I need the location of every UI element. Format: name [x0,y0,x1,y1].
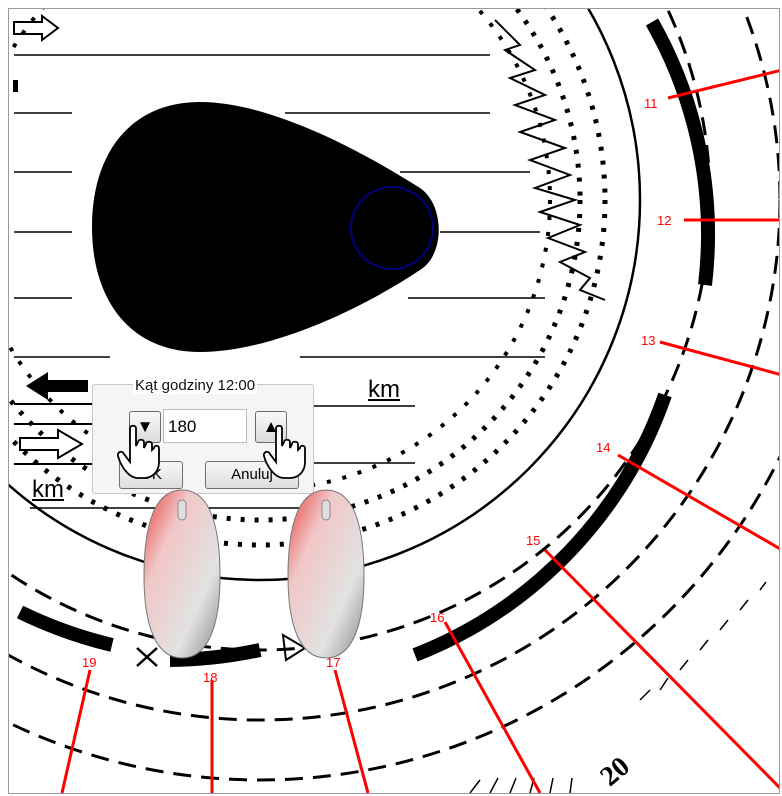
hand-cursor-icon [116,424,160,479]
x-mark [136,647,158,667]
tick-band [469,581,767,793]
arrow-left-filled-icon [14,372,92,405]
arrow-right-small-icon [13,14,60,42]
hour-lines [60,69,779,793]
speed-trace [494,19,606,301]
dial-number-20: 20 [595,751,636,793]
hub-marker-circle [350,186,434,270]
mouse-icon [287,489,365,659]
hour-label-18: 18 [203,670,217,685]
hour-label-17: 17 [326,655,340,670]
dialog-title: Kąt godziny 12:00 [133,377,258,394]
hour-label-11: 11 [644,96,658,111]
arrow-right-outline-icon [14,423,92,465]
activity-bars [16,18,716,667]
mouse-icon [143,489,221,659]
angle-input[interactable]: 180 [163,409,247,443]
hour-label-14: 14 [596,440,610,455]
hour-label-16: 16 [430,610,444,625]
canvas-frame [8,8,780,794]
hour-label-19: 19 [82,655,96,670]
km-label-right: km [368,376,400,403]
teardrop-shape [92,102,439,352]
guide-lines [14,54,545,509]
hour-label-13: 13 [641,333,655,348]
triangle-mark [281,633,307,662]
km-label-left: km [32,476,64,503]
hour-label-15: 15 [526,533,540,548]
hand-cursor-icon [262,424,306,479]
hour-label-12: 12 [657,213,671,228]
marker-dot [13,80,18,92]
triangle-down-icon: ▼ [136,417,154,436]
